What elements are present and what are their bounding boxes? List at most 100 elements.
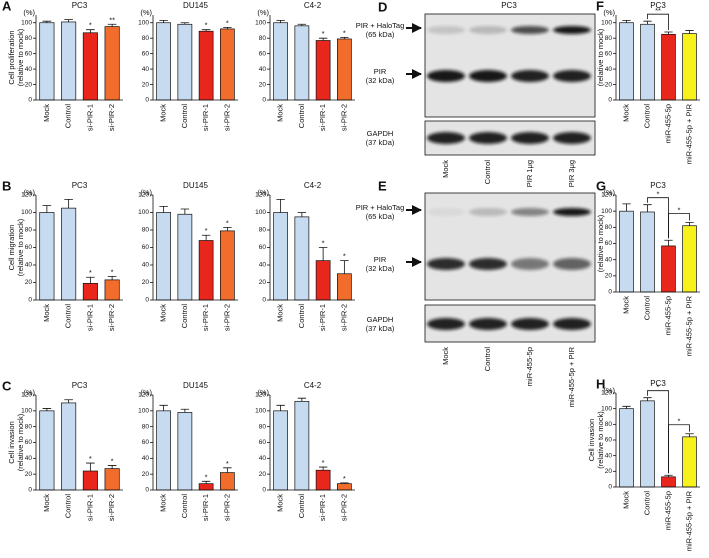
blot-band [553,258,591,270]
error-bar [340,37,349,39]
error-bar [180,22,190,25]
y-tick-label: 0 [608,484,612,491]
y-tick-label: 20 [259,81,267,88]
y-axis-label: (relative to mock) [16,218,25,276]
y-tick-label: 120 [601,390,612,397]
x-tick-label: miR-455-5p [663,296,672,335]
x-tick-label: Control [180,104,189,129]
x-tick-label: Mock [621,491,630,509]
y-tick-label: 0 [262,97,266,104]
chart-title: PC3 [72,1,88,10]
bar [198,30,214,101]
y-tick-label: 60 [605,437,613,444]
panel-label: H [596,376,605,391]
y-tick-label: 0 [145,97,149,104]
blot-band [427,132,465,144]
panel-label: C [2,378,12,393]
bar [61,402,77,491]
bar [294,400,310,491]
error-bar [42,205,52,213]
x-tick-label: Control [64,494,73,519]
blot-band [511,208,549,216]
y-unit: (%) [257,8,269,17]
lane-label: miR-455-5p [525,347,534,386]
error-bar [664,31,673,35]
bar [156,212,171,301]
blot-band [427,258,465,270]
y-tick-label: 40 [259,262,267,269]
significance-label: * [226,459,229,468]
chart-title: DU145 [183,181,208,190]
error-bar [664,474,673,477]
bar [273,212,288,301]
x-tick-label: Mock [276,494,285,512]
error-bar [201,480,211,484]
y-tick-label: 40 [605,256,613,263]
error-bar [622,203,631,212]
y-tick-label: 40 [25,455,33,462]
blot-band [511,70,549,82]
x-tick-label: si-PIR-1 [85,304,94,331]
y-unit: (%) [23,8,35,17]
x-tick-label: si-PIR-2 [107,494,116,521]
x-tick-label: Mock [621,104,630,122]
blot-band [427,208,465,216]
axis [152,195,238,301]
y-axis-label: (relative to mock) [596,214,605,272]
y-tick-label: 80 [142,227,150,234]
significance-label: * [89,268,92,277]
bar [337,38,352,101]
y-tick-label: 80 [25,35,33,42]
y-tick-label: 120 [21,192,32,199]
significance-label: * [205,226,208,235]
y-axis-label: Cell migration [7,225,16,271]
chart-title: DU145 [183,381,208,390]
y-tick-label: 80 [142,35,150,42]
bar [61,207,77,301]
y-tick-label: 0 [608,97,612,104]
error-bar [297,397,307,402]
panel-label: E [378,178,387,193]
blot-band [553,26,591,34]
y-tick-label: 100 [255,408,266,415]
error-bar [276,404,285,411]
bar [682,33,697,101]
y-unit: (%) [140,8,152,17]
y-tick-label: 100 [601,208,612,215]
x-tick-label: Mock [276,304,285,322]
y-axis-label: Cell invasion [587,419,596,462]
y-unit: (%) [140,188,152,197]
y-tick-label: 60 [25,50,33,57]
error-bar [107,23,117,27]
x-tick-label: si-PIR-2 [222,104,231,131]
x-tick-label: Control [297,494,306,519]
x-tick-label: Control [64,104,73,129]
axis [152,395,238,491]
y-tick-label: 0 [608,289,612,296]
y-tick-label: 0 [28,297,32,304]
x-tick-label: si-PIR-1 [85,104,94,131]
error-bar [86,462,95,471]
x-tick-label: Mock [42,304,51,322]
bar [661,33,676,101]
axis [35,395,123,491]
error-bar [107,275,117,280]
x-tick-label: si-PIR-1 [201,104,210,131]
blot-band [511,318,549,330]
axis [35,15,123,101]
y-unit: (%) [23,188,35,197]
error-bar [159,404,168,411]
y-tick-label: 120 [255,192,266,199]
significance-label: * [226,18,229,27]
blot-band [511,26,549,34]
error-bar [223,467,232,473]
bar [315,469,331,491]
significance-label: ** [655,6,661,15]
blot-band [427,70,465,82]
y-tick-label: 100 [138,408,149,415]
bar [82,470,98,491]
x-tick-label: Mock [159,494,168,512]
band-size: (32 kDa) [366,264,395,273]
bar [315,40,331,101]
error-bar [180,208,190,215]
